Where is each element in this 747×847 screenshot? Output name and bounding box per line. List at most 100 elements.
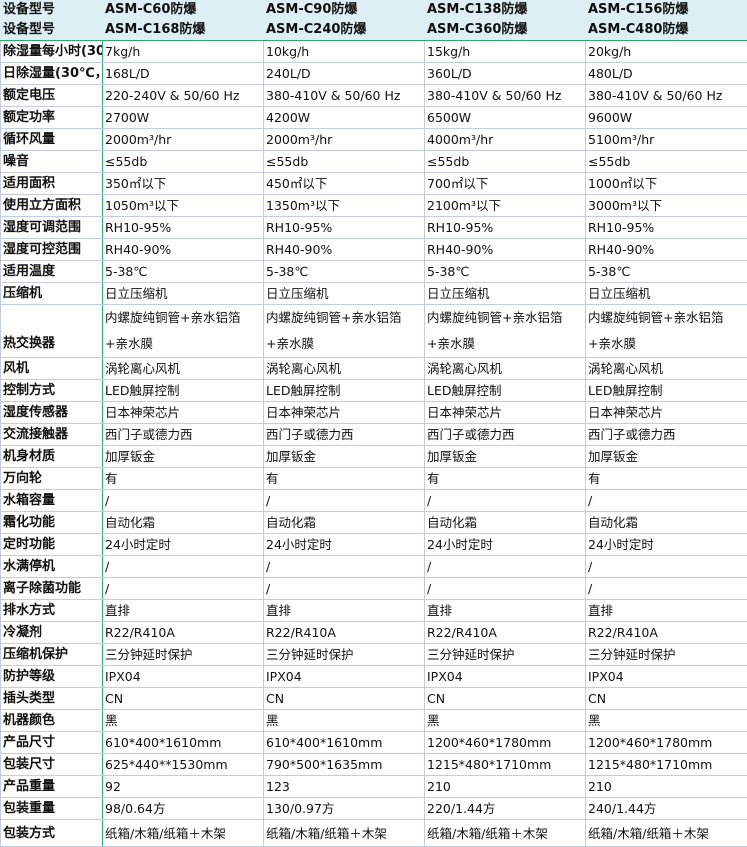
row-label[interactable]: 交流接触器 [1,424,103,446]
spec-cell[interactable]: / [586,490,747,512]
spec-cell[interactable]: R22/R410A [425,622,586,644]
spec-cell[interactable]: 西门子或德力西 [264,424,425,446]
spec-cell[interactable]: 日立压缩机 [103,283,264,305]
spec-cell[interactable]: IPX04 [103,666,264,688]
spec-cell[interactable]: 15kg/h [425,41,586,63]
spec-cell[interactable]: LED触屏控制 [103,380,264,402]
spec-cell[interactable]: 92 [103,776,264,798]
row-label[interactable]: 冷凝剂 [1,622,103,644]
row-label[interactable]: 压缩机 [1,283,103,305]
spec-cell[interactable]: R22/R410A [586,622,747,644]
spec-cell[interactable]: 480L/D [586,63,747,85]
spec-cell[interactable]: 有 [425,468,586,490]
spec-cell[interactable]: ≤55db [103,151,264,173]
row-label[interactable]: 包装方式 [1,820,103,847]
spec-cell[interactable]: 三分钟延时保护 [425,644,586,666]
spec-cell[interactable]: 380-410V & 50/60 Hz [586,85,747,107]
spec-cell[interactable]: R22/R410A [264,622,425,644]
spec-cell[interactable]: 6500W [425,107,586,129]
spec-cell[interactable]: 4200W [264,107,425,129]
row-label[interactable]: 产品尺寸 [1,732,103,754]
spec-cell[interactable]: 1200*460*1780mm [425,732,586,754]
spec-cell[interactable]: 加厚钣金 [264,446,425,468]
spec-cell[interactable]: 210 [586,776,747,798]
model-header-cell[interactable]: ASM-C60防爆 [103,1,264,19]
spec-cell[interactable]: 纸箱/木箱/纸箱＋木架 [264,820,425,847]
spec-cell[interactable]: 625*440**1530mm [103,754,264,776]
row-label[interactable]: 排水方式 [1,600,103,622]
spec-cell[interactable]: R22/R410A [103,622,264,644]
spec-cell[interactable]: 加厚钣金 [103,446,264,468]
row-label[interactable]: 额定功率 [1,107,103,129]
spec-cell[interactable]: CN [586,688,747,710]
spec-cell[interactable]: 日立压缩机 [586,283,747,305]
spec-cell[interactable]: 涡轮离心风机 [264,358,425,380]
spec-cell[interactable]: 涡轮离心风机 [586,358,747,380]
spec-cell[interactable]: 5-38℃ [264,261,425,283]
spec-cell[interactable]: / [586,556,747,578]
row-label[interactable]: 定时功能 [1,534,103,556]
spec-cell[interactable]: 黑 [264,710,425,732]
row-label[interactable]: 适用温度 [1,261,103,283]
spec-cell[interactable]: RH40-90% [264,239,425,261]
spec-cell[interactable]: 日立压缩机 [425,283,586,305]
spec-cell[interactable]: 涡轮离心风机 [425,358,586,380]
spec-cell[interactable]: 1050m³以下 [103,195,264,217]
spec-cell[interactable]: 168L/D [103,63,264,85]
spec-cell[interactable]: 日本神荣芯片 [103,402,264,424]
model-header-cell[interactable]: ASM-C240防爆 [264,19,425,41]
spec-cell[interactable]: 加厚钣金 [425,446,586,468]
row-label[interactable]: 水满停机 [1,556,103,578]
spec-cell[interactable]: IPX04 [264,666,425,688]
spec-cell[interactable]: 自动化霜 [425,512,586,534]
spec-cell[interactable]: 2000m³/hr [103,129,264,151]
spec-cell[interactable]: 日本神荣芯片 [586,402,747,424]
spec-cell[interactable]: / [425,578,586,600]
spec-cell[interactable]: ≤55db [586,151,747,173]
spec-cell[interactable]: LED触屏控制 [586,380,747,402]
spec-cell[interactable]: 1215*480*1710mm [425,754,586,776]
spec-cell[interactable]: 直排 [586,600,747,622]
row-label[interactable]: 湿度可调范围 [1,217,103,239]
spec-cell[interactable]: / [264,578,425,600]
row-label[interactable]: 除湿量每小时(30 [1,41,103,63]
spec-cell[interactable]: CN [103,688,264,710]
spec-cell[interactable]: 日立压缩机 [264,283,425,305]
spec-cell[interactable]: / [586,578,747,600]
row-label[interactable]: 包装尺寸 [1,754,103,776]
spec-cell[interactable]: 加厚钣金 [586,446,747,468]
spec-cell[interactable]: RH10-95% [103,217,264,239]
spec-cell[interactable]: 有 [103,468,264,490]
spec-cell[interactable]: 1215*480*1710mm [586,754,747,776]
spec-cell[interactable]: 三分钟延时保护 [103,644,264,666]
spec-cell[interactable]: 1200*460*1780mm [586,732,747,754]
row-label[interactable]: 风机 [1,358,103,380]
row-label[interactable]: 热交换器 [1,305,103,358]
row-label[interactable]: 额定电压 [1,85,103,107]
spec-cell[interactable]: 直排 [264,600,425,622]
spec-cell[interactable]: ≤55db [425,151,586,173]
model-header-cell[interactable]: ASM-C480防爆 [586,19,747,41]
spec-cell[interactable]: 9600W [586,107,747,129]
spec-cell[interactable]: 西门子或德力西 [103,424,264,446]
spec-cell[interactable]: 内螺旋纯铜管+亲水铝箔+亲水膜 [425,305,586,358]
spec-cell[interactable]: 日本神荣芯片 [264,402,425,424]
spec-cell[interactable]: 1350m³以下 [264,195,425,217]
spec-cell[interactable]: 610*400*1610mm [264,732,425,754]
spec-cell[interactable]: 610*400*1610mm [103,732,264,754]
spec-cell[interactable]: / [103,490,264,512]
row-label[interactable]: 循环风量 [1,129,103,151]
spec-cell[interactable]: 黑 [586,710,747,732]
row-label[interactable]: 湿度可控范围 [1,239,103,261]
spec-cell[interactable]: 直排 [103,600,264,622]
spec-cell[interactable]: / [264,490,425,512]
row-label[interactable]: 霜化功能 [1,512,103,534]
spec-cell[interactable]: 涡轮离心风机 [103,358,264,380]
spec-cell[interactable]: / [264,556,425,578]
row-label[interactable]: 控制方式 [1,380,103,402]
spec-cell[interactable]: 内螺旋纯铜管+亲水铝箔+亲水膜 [586,305,747,358]
spec-cell[interactable]: 自动化霜 [264,512,425,534]
spec-cell[interactable]: RH40-90% [425,239,586,261]
spec-cell[interactable]: 纸箱/木箱/纸箱＋木架 [425,820,586,847]
spec-cell[interactable]: 内螺旋纯铜管+亲水铝箔+亲水膜 [103,305,264,358]
